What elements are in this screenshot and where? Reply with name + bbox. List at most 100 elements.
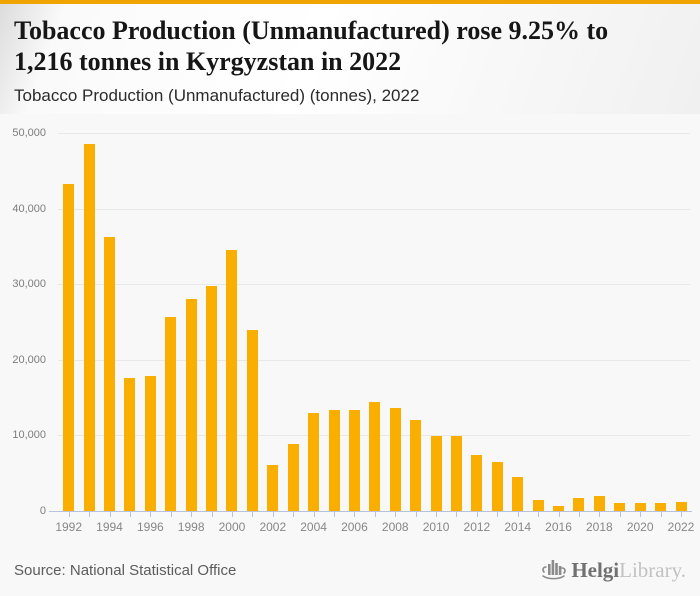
x-tick-2000 xyxy=(231,512,233,517)
bar-1993[interactable] xyxy=(83,144,95,511)
y-tick-label-50000: 50,000 xyxy=(12,127,46,139)
x-tick-2002 xyxy=(272,512,274,517)
y-tick-label-30000: 30,000 xyxy=(12,278,46,291)
x-tick-1992 xyxy=(68,512,70,517)
bar-2010[interactable] xyxy=(430,435,442,511)
x-tick-label-2012: 2012 xyxy=(463,520,491,534)
x-tick-2008 xyxy=(395,512,397,517)
bar-2013[interactable] xyxy=(491,461,503,511)
x-tick-2006 xyxy=(354,512,356,517)
x-tick-1998 xyxy=(191,512,193,517)
logo-text-helgi: Helgi xyxy=(571,558,620,582)
x-tick-label-2000: 2000 xyxy=(218,520,246,534)
x-tick-1994 xyxy=(109,512,111,517)
x-tick-1993 xyxy=(89,512,91,517)
x-tick-2015 xyxy=(538,512,540,517)
x-tick-label-2008: 2008 xyxy=(381,520,409,534)
chart-header: Tobacco Production (Unmanufactured) rose… xyxy=(0,4,700,114)
bar-2018[interactable] xyxy=(593,496,605,511)
gridline-30000 xyxy=(58,284,690,286)
page-title-line1: Tobacco Production (Unmanufactured) rose… xyxy=(14,16,609,45)
x-tick-1999 xyxy=(211,512,213,517)
bar-1999[interactable] xyxy=(206,285,218,511)
bar-2001[interactable] xyxy=(246,329,258,511)
x-tick-label-1996: 1996 xyxy=(136,520,164,534)
bar-1995[interactable] xyxy=(124,377,136,511)
gridline-20000 xyxy=(58,359,690,361)
accent-top-bar xyxy=(0,0,700,4)
x-tick-2004 xyxy=(313,512,315,517)
x-tick-2013 xyxy=(497,512,499,517)
x-tick-1995 xyxy=(129,512,131,517)
bar-1996[interactable] xyxy=(144,375,156,511)
x-tick-label-2002: 2002 xyxy=(259,520,287,534)
bar-2000[interactable] xyxy=(226,250,238,511)
y-tick-label-0: 0 xyxy=(39,505,46,517)
x-tick-2005 xyxy=(334,512,336,517)
x-tick-label-2004: 2004 xyxy=(300,520,327,534)
y-tick-label-10000: 10,000 xyxy=(12,429,46,442)
bar-2005[interactable] xyxy=(328,410,340,511)
bar-2003[interactable] xyxy=(287,444,299,511)
bar-2020[interactable] xyxy=(634,503,646,511)
bar-2021[interactable] xyxy=(655,502,667,511)
x-tick-label-2020: 2020 xyxy=(626,520,654,534)
x-tick-label-1992: 1992 xyxy=(55,520,83,534)
x-tick-2012 xyxy=(476,512,478,517)
bar-2006[interactable] xyxy=(348,409,360,511)
x-tick-2017 xyxy=(578,512,580,517)
bar-2007[interactable] xyxy=(369,402,381,511)
x-tick-label-1994: 1994 xyxy=(96,520,123,534)
logo-text: HelgiLibrary. xyxy=(571,558,686,583)
x-tick-label-2010: 2010 xyxy=(422,520,450,534)
x-tick-2022 xyxy=(681,512,682,517)
bar-2009[interactable] xyxy=(410,419,422,511)
x-tick-2010 xyxy=(436,512,438,517)
x-tick-label-2016: 2016 xyxy=(545,520,572,534)
y-axis: 0 10,000 20,000 30,000 40,000 50,000 xyxy=(0,127,46,517)
bar-2002[interactable] xyxy=(267,464,279,511)
bar-1992[interactable] xyxy=(63,184,75,511)
bar-2017[interactable] xyxy=(573,497,585,511)
bar-1998[interactable] xyxy=(185,298,197,511)
x-tick-label-2018: 2018 xyxy=(586,520,613,534)
x-tick-2007 xyxy=(374,512,376,517)
bar-2019[interactable] xyxy=(614,502,626,511)
x-tick-2021 xyxy=(660,512,662,517)
logo-text-library: Library. xyxy=(619,558,686,582)
plot-area: 1992 1994 1996 1998 2000 2002 2004 2006 2008 2010… xyxy=(49,133,694,534)
x-tick-2018 xyxy=(599,512,601,517)
bar-2014[interactable] xyxy=(512,477,524,511)
x-tick-2011 xyxy=(456,512,458,517)
x-tick-label-1998: 1998 xyxy=(177,520,205,534)
source-label: Source: National Statistical Office xyxy=(14,562,237,579)
bar-1997[interactable] xyxy=(165,317,177,511)
bar-2016[interactable] xyxy=(553,506,565,511)
y-tick-label-40000: 40,000 xyxy=(12,202,46,215)
x-tick-2020 xyxy=(640,512,642,517)
chart-subtitle: Tobacco Production (Unmanufactured) (ton… xyxy=(14,86,420,106)
bar-chart: 0 10,000 20,000 30,000 40,000 50,000 1992 1994… xyxy=(0,114,700,545)
y-tick-label-20000: 20,000 xyxy=(12,353,46,366)
bar-1994[interactable] xyxy=(104,236,116,511)
gridline-40000 xyxy=(58,208,690,210)
page-title: Tobacco Production (Unmanufactured) rose… xyxy=(14,16,686,77)
bar-2012[interactable] xyxy=(471,455,483,511)
helgi-library-logo[interactable]: HelgiLibrary. xyxy=(540,554,686,587)
bar-2015[interactable] xyxy=(532,500,544,511)
x-tick-1997 xyxy=(170,512,172,517)
bar-2008[interactable] xyxy=(389,408,401,511)
bar-2022[interactable] xyxy=(675,501,687,511)
x-tick-2019 xyxy=(619,512,621,517)
x-tick-2009 xyxy=(415,512,417,517)
x-tick-label-2014: 2014 xyxy=(504,520,532,534)
x-tick-2014 xyxy=(517,512,519,517)
x-tick-label-2006: 2006 xyxy=(341,520,368,534)
x-tick-1996 xyxy=(150,512,152,517)
x-tick-label-2022: 2022 xyxy=(667,520,695,534)
x-tick-2001 xyxy=(252,512,254,517)
bar-2004[interactable] xyxy=(308,413,320,511)
bar-2011[interactable] xyxy=(450,435,462,511)
x-axis-line xyxy=(49,511,692,512)
